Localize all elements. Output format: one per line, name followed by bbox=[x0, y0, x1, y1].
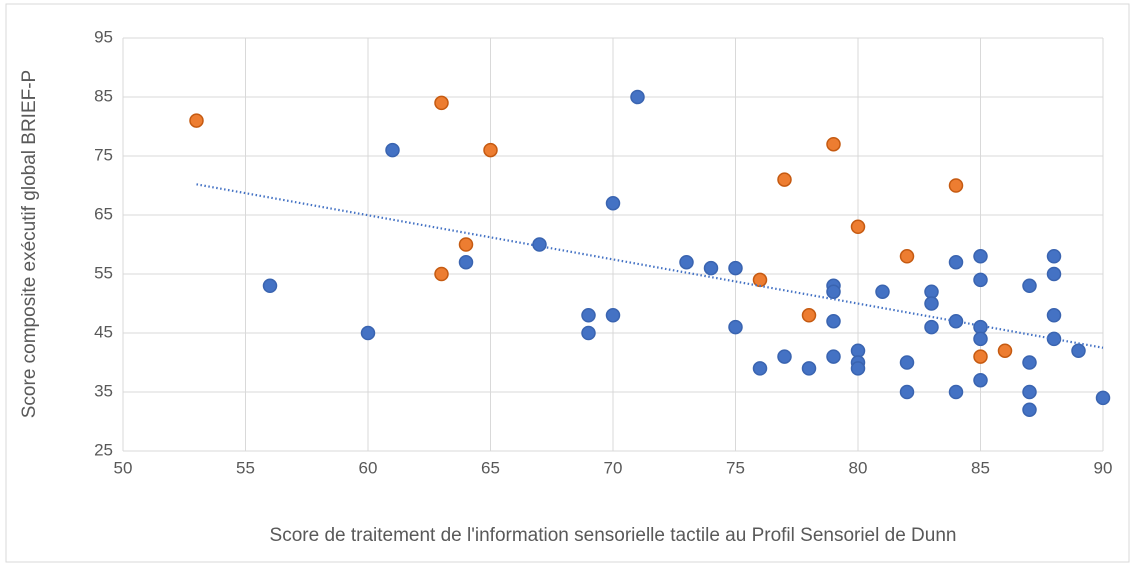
data-point bbox=[875, 284, 890, 299]
data-point bbox=[973, 249, 988, 264]
x-axis-title: Score de traitement de l'information sen… bbox=[270, 525, 957, 546]
data-point bbox=[728, 260, 743, 276]
data-point bbox=[1022, 384, 1037, 400]
data-point bbox=[1046, 308, 1062, 323]
data-point bbox=[973, 272, 988, 288]
data-point bbox=[434, 266, 449, 282]
y-tick-label: 75 bbox=[94, 145, 113, 164]
data-point bbox=[630, 89, 645, 105]
data-point bbox=[777, 172, 792, 187]
data-point bbox=[752, 272, 768, 288]
trendline bbox=[196, 183, 1104, 349]
data-point bbox=[532, 237, 547, 252]
x-tick-label: 50 bbox=[114, 458, 133, 477]
data-point bbox=[1095, 390, 1111, 406]
data-point bbox=[458, 237, 474, 252]
data-point bbox=[948, 313, 964, 329]
data-point bbox=[801, 361, 817, 376]
data-point bbox=[1071, 343, 1086, 358]
data-point bbox=[1046, 266, 1062, 282]
data-point bbox=[189, 113, 204, 128]
x-tick-label: 60 bbox=[359, 458, 378, 477]
data-point bbox=[679, 254, 694, 270]
data-point bbox=[605, 308, 621, 323]
y-tick-label: 45 bbox=[94, 322, 113, 341]
data-point bbox=[703, 260, 719, 276]
data-point bbox=[924, 296, 939, 311]
data-point bbox=[777, 349, 792, 364]
data-point bbox=[434, 95, 449, 111]
data-point bbox=[262, 278, 278, 294]
data-point bbox=[826, 313, 841, 329]
data-point bbox=[581, 325, 596, 341]
data-point bbox=[483, 142, 498, 158]
data-point bbox=[826, 284, 841, 299]
x-tick-label: 55 bbox=[236, 458, 255, 477]
data-point bbox=[826, 136, 841, 152]
y-axis-title: Score composite exécutif global BRIEF-P bbox=[19, 70, 40, 419]
data-point bbox=[360, 325, 376, 341]
x-tick-label: 90 bbox=[1094, 458, 1113, 477]
data-point bbox=[1046, 331, 1062, 347]
data-point bbox=[728, 319, 743, 335]
data-point bbox=[997, 343, 1013, 358]
data-point bbox=[458, 254, 474, 270]
data-point bbox=[973, 349, 988, 364]
data-point bbox=[850, 219, 866, 235]
y-tick-label: 65 bbox=[94, 204, 113, 223]
data-point bbox=[1022, 278, 1037, 294]
y-tick-label: 55 bbox=[94, 263, 113, 282]
data-point bbox=[924, 319, 939, 335]
data-point bbox=[899, 355, 915, 370]
x-tick-label: 75 bbox=[726, 458, 745, 477]
y-tick-label: 35 bbox=[94, 381, 113, 400]
y-tick-label: 95 bbox=[94, 27, 113, 46]
data-point bbox=[605, 195, 621, 211]
data-point bbox=[752, 361, 768, 376]
data-point bbox=[948, 178, 964, 193]
data-point bbox=[899, 249, 915, 264]
data-point bbox=[973, 331, 988, 347]
data-point bbox=[385, 142, 400, 158]
x-tick-label: 65 bbox=[481, 458, 500, 477]
chart-border bbox=[5, 3, 1130, 563]
data-point bbox=[1046, 249, 1062, 264]
data-point bbox=[973, 372, 988, 388]
data-point bbox=[850, 361, 866, 376]
data-point bbox=[948, 254, 964, 270]
data-point bbox=[801, 308, 817, 323]
data-point bbox=[899, 384, 915, 400]
data-point bbox=[1022, 402, 1037, 417]
y-tick-label: 25 bbox=[94, 440, 113, 459]
x-tick-label: 85 bbox=[971, 458, 990, 477]
data-point bbox=[948, 384, 964, 400]
y-tick-label: 85 bbox=[94, 86, 113, 105]
data-point bbox=[581, 308, 596, 323]
data-point bbox=[1022, 355, 1037, 370]
x-tick-label: 70 bbox=[604, 458, 623, 477]
data-point bbox=[826, 349, 841, 364]
x-tick-label: 80 bbox=[849, 458, 868, 477]
